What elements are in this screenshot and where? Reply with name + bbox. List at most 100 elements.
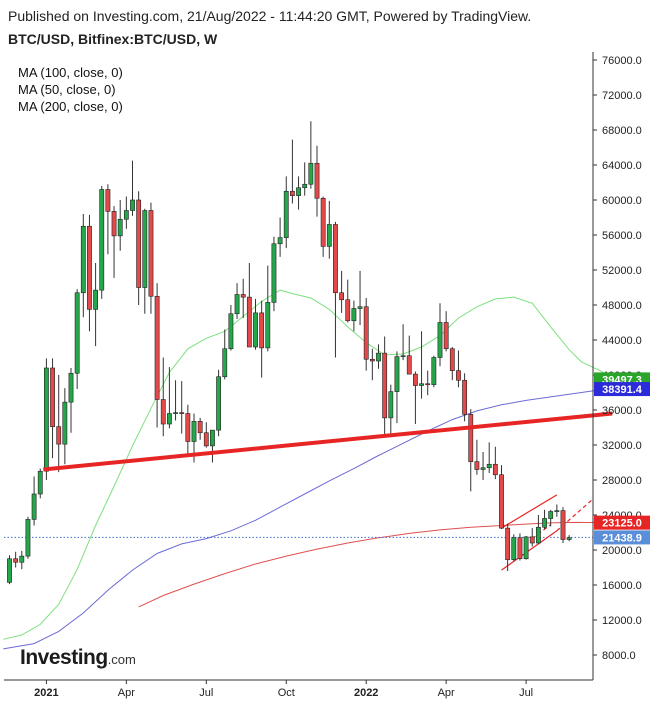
price-label-text: 23125.0 xyxy=(602,518,642,530)
candle-body xyxy=(412,373,418,386)
candle-body xyxy=(523,536,529,560)
candle-body xyxy=(43,367,49,472)
candle-body xyxy=(357,306,363,309)
candle-body xyxy=(517,537,523,560)
candle-body xyxy=(535,526,541,544)
trendline-neckline xyxy=(43,411,613,472)
candle-body xyxy=(369,358,375,362)
legend-ma50[interactable]: MA (50, close, 0) xyxy=(18,82,116,97)
chart-header: Published on Investing.com, 21/Aug/2022 … xyxy=(8,6,588,49)
indicator-legend: MA (100, close, 0) MA (50, close, 0) MA … xyxy=(18,64,123,115)
candle-body xyxy=(314,162,320,199)
x-tick-label: Apr xyxy=(438,687,455,699)
candle-body xyxy=(31,493,37,520)
candle-body xyxy=(62,401,68,445)
candle-body xyxy=(492,463,498,476)
y-tick-label: 36000.0 xyxy=(602,405,642,417)
candle-body xyxy=(13,558,19,563)
candle-body xyxy=(154,295,160,400)
y-tick-label: 60000.0 xyxy=(602,195,642,207)
candle-body xyxy=(529,536,535,544)
candle-body xyxy=(7,558,12,583)
ma-line xyxy=(3,289,613,640)
candle-body xyxy=(185,413,191,442)
candle-body xyxy=(197,421,203,434)
candle-body xyxy=(511,537,517,560)
candle-body xyxy=(289,190,295,196)
candle-body xyxy=(345,299,351,322)
x-tick-label: 2021 xyxy=(34,687,58,699)
candle-body xyxy=(560,510,566,540)
y-tick-label: 52000.0 xyxy=(602,265,642,277)
candle-body xyxy=(456,370,461,381)
candle-body xyxy=(443,322,449,350)
legend-ma200[interactable]: MA (200, close, 0) xyxy=(18,99,123,114)
price-label-box xyxy=(594,382,650,397)
candle-body xyxy=(462,379,467,415)
trendline-channel-top xyxy=(501,494,558,529)
candle-body xyxy=(480,467,486,470)
candle-body xyxy=(222,348,228,378)
y-tick-label: 44000.0 xyxy=(602,335,642,347)
candles xyxy=(7,121,613,585)
price-label-text: 21438.9 xyxy=(602,532,642,544)
candle-body xyxy=(191,421,197,442)
y-tick-label: 32000.0 xyxy=(602,440,642,452)
candle-body xyxy=(111,211,117,237)
candle-body xyxy=(474,461,480,470)
candle-body xyxy=(425,383,431,386)
candle-body xyxy=(123,210,129,220)
candle-body xyxy=(437,322,443,358)
candle-body xyxy=(326,224,332,247)
candle-body xyxy=(210,429,215,447)
candle-body xyxy=(376,352,381,362)
candle-body xyxy=(93,289,98,310)
x-tick-label: Oct xyxy=(278,687,295,699)
candle-body xyxy=(130,199,135,211)
candle-body xyxy=(87,225,92,310)
y-tick-label: 8000.0 xyxy=(602,650,636,662)
candle-body xyxy=(99,189,105,291)
candle-body xyxy=(351,308,357,322)
candle-body xyxy=(271,243,277,303)
candle-body xyxy=(19,555,25,563)
candle-body xyxy=(388,391,394,419)
candle-body xyxy=(363,306,369,360)
candle-body xyxy=(37,470,43,495)
investing-logo: Investing.com xyxy=(20,646,136,670)
candle-body xyxy=(68,372,74,403)
candle-body xyxy=(449,348,455,371)
candle-body xyxy=(25,519,31,557)
candle-body xyxy=(228,313,234,350)
candle-body xyxy=(468,414,474,462)
candle-body xyxy=(259,312,265,349)
candle-body xyxy=(50,367,55,427)
candle-body xyxy=(277,237,283,245)
moving-averages xyxy=(3,289,613,650)
y-tick-label: 28000.0 xyxy=(602,475,642,487)
candle-body xyxy=(105,189,111,212)
candle-body xyxy=(246,296,252,348)
x-tick-label: Apr xyxy=(118,687,135,699)
x-tick-label: 2022 xyxy=(354,687,378,699)
candle-body xyxy=(419,383,424,386)
candle-body xyxy=(74,292,80,374)
candle-body xyxy=(486,463,492,469)
price-label-text: 38391.4 xyxy=(602,384,643,396)
candle-body xyxy=(548,511,554,519)
candle-body xyxy=(499,474,504,529)
candle-body xyxy=(554,510,560,512)
candle-body xyxy=(339,292,344,301)
candle-body xyxy=(400,355,406,358)
candle-body xyxy=(56,426,62,445)
legend-ma100[interactable]: MA (100, close, 0) xyxy=(18,65,123,80)
candle-body xyxy=(240,294,246,298)
candle-body xyxy=(173,412,178,414)
y-tick-label: 56000.0 xyxy=(602,230,642,242)
candle-body xyxy=(296,187,301,196)
y-tick-label: 76000.0 xyxy=(602,55,642,67)
candle-body xyxy=(320,197,326,247)
y-tick-label: 16000.0 xyxy=(602,580,642,592)
candle-body xyxy=(283,190,289,238)
